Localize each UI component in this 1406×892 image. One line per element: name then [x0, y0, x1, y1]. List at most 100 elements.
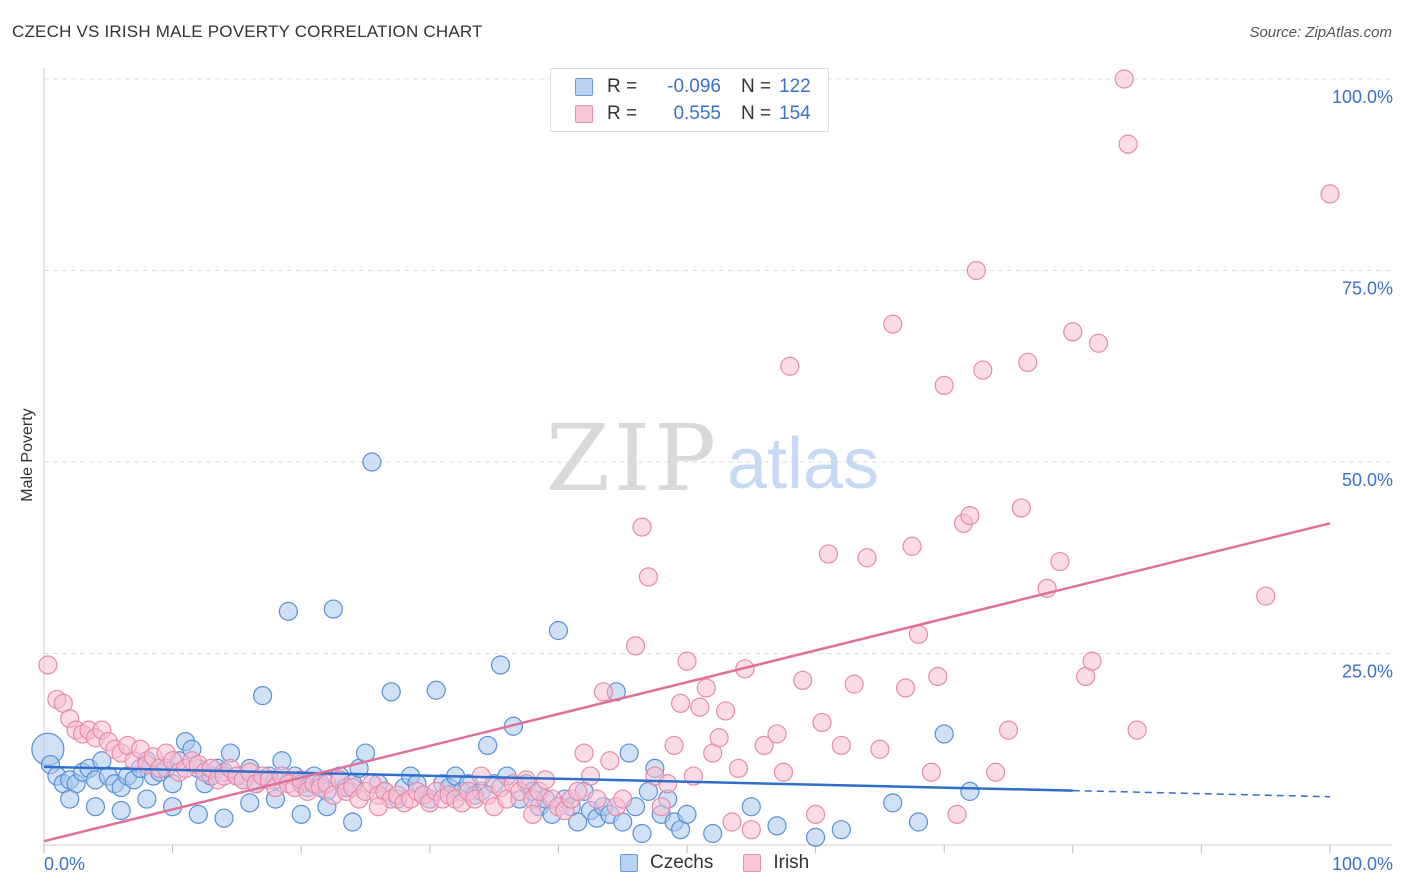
czech-point-34[interactable]: [253, 686, 273, 706]
czech-point-102[interactable]: [741, 797, 761, 817]
irish-point-121[interactable]: [883, 314, 903, 334]
irish-point-143[interactable]: [1114, 69, 1134, 89]
czech-point-101[interactable]: [703, 823, 723, 844]
irish-point-148[interactable]: [368, 797, 388, 817]
irish-point-98[interactable]: [677, 651, 697, 671]
irish-point-101[interactable]: [696, 678, 716, 698]
irish-point-86[interactable]: [593, 682, 614, 702]
irish-point-89[interactable]: [613, 789, 633, 809]
irish-point-106[interactable]: [728, 758, 749, 779]
irish-point-90[interactable]: [625, 636, 646, 656]
irish-point-117[interactable]: [831, 735, 851, 756]
irish-point-119[interactable]: [857, 548, 877, 568]
irish-point-123[interactable]: [902, 536, 922, 556]
irish-point-74[interactable]: [516, 770, 536, 790]
irish-point-94[interactable]: [651, 797, 671, 817]
irish-point-138[interactable]: [1050, 551, 1070, 572]
irish-point-147[interactable]: [1320, 184, 1340, 204]
irish-point-149[interactable]: [523, 804, 543, 824]
irish-point-84[interactable]: [580, 766, 601, 786]
irish-point-127[interactable]: [934, 375, 954, 395]
irish-point-77[interactable]: [535, 770, 556, 790]
irish-point-128[interactable]: [947, 804, 967, 824]
irish-point-139[interactable]: [1063, 322, 1083, 342]
czech-point-80[interactable]: [548, 620, 569, 641]
czech-point-83[interactable]: [568, 812, 588, 832]
irish-point-130[interactable]: [960, 506, 980, 526]
irish-point-114[interactable]: [805, 804, 826, 824]
irish-point-144[interactable]: [1118, 134, 1138, 154]
czech-point-38[interactable]: [278, 601, 298, 621]
irish-point-96[interactable]: [664, 735, 684, 756]
czech-point-119[interactable]: [291, 804, 311, 824]
irish-point-83[interactable]: [574, 743, 594, 763]
czech-point-110[interactable]: [60, 789, 80, 809]
irish-point-110[interactable]: [767, 724, 787, 744]
irish-point-133[interactable]: [986, 762, 1006, 782]
irish-point-115[interactable]: [812, 712, 832, 733]
czech-point-109[interactable]: [960, 781, 980, 801]
irish-point-109[interactable]: [754, 735, 774, 756]
czech-point-117[interactable]: [240, 793, 260, 813]
irish-point-142[interactable]: [1088, 333, 1109, 353]
irish-point-126[interactable]: [928, 666, 948, 687]
irish-point-124[interactable]: [908, 624, 929, 644]
irish-point-120[interactable]: [870, 739, 890, 759]
irish-point-146[interactable]: [1256, 586, 1276, 606]
czech-point-93[interactable]: [632, 823, 652, 844]
irish-point-113[interactable]: [793, 670, 813, 690]
irish-point-134[interactable]: [998, 720, 1019, 740]
irish-point-118[interactable]: [844, 674, 864, 694]
czech-point-51[interactable]: [362, 452, 382, 472]
czech-point-69[interactable]: [478, 735, 498, 756]
irish-point-91[interactable]: [632, 517, 652, 537]
irish-point-108[interactable]: [741, 820, 761, 840]
irish-point-100[interactable]: [690, 697, 710, 717]
irish-point-104[interactable]: [715, 701, 736, 721]
czech-point-54[interactable]: [381, 682, 401, 702]
legend-item-czechs[interactable]: Czechs: [620, 852, 713, 874]
irish-point-141[interactable]: [1082, 651, 1102, 671]
irish-point-87[interactable]: [600, 751, 620, 771]
irish-point-125[interactable]: [921, 762, 941, 782]
irish-point-92[interactable]: [638, 567, 659, 587]
irish-point-132[interactable]: [973, 360, 993, 380]
czech-point-115[interactable]: [188, 804, 208, 824]
irish-point-105[interactable]: [722, 812, 742, 832]
czech-point-104[interactable]: [805, 827, 826, 847]
czech-point-91[interactable]: [619, 743, 639, 763]
czech-point-103[interactable]: [767, 816, 787, 836]
x-tick-label-0: 0.0%: [44, 854, 85, 874]
irish-point-116[interactable]: [818, 544, 839, 564]
irish-point-0[interactable]: [38, 655, 58, 675]
irish-point-85[interactable]: [587, 789, 607, 809]
irish-point-145[interactable]: [1127, 720, 1147, 740]
series-legend: Czechs Irish: [620, 852, 839, 874]
czech-point-61[interactable]: [426, 680, 446, 700]
czech-point-105[interactable]: [831, 820, 851, 840]
czech-point-108[interactable]: [934, 724, 954, 744]
legend-item-irish[interactable]: Irish: [743, 852, 809, 874]
irish-point-111[interactable]: [773, 762, 794, 782]
irish-point-136[interactable]: [1018, 352, 1038, 373]
legend-n-value: 154: [779, 103, 811, 124]
czech-point-100[interactable]: [677, 804, 697, 824]
czech-point-116[interactable]: [214, 808, 234, 828]
czech-point-45[interactable]: [323, 599, 343, 619]
irish-point-97[interactable]: [670, 693, 691, 713]
czech-point-106[interactable]: [883, 793, 903, 813]
czech-point-112[interactable]: [111, 800, 131, 821]
czech-point-113[interactable]: [137, 789, 157, 809]
czech-point-111[interactable]: [85, 797, 106, 817]
irish-point-122[interactable]: [896, 678, 916, 698]
czech-point-71[interactable]: [490, 655, 511, 675]
irish-point-82[interactable]: [568, 781, 588, 801]
czech-point-121[interactable]: [343, 812, 363, 832]
irish-point-131[interactable]: [966, 260, 986, 281]
irish-point-112[interactable]: [780, 356, 800, 376]
chart-title: CZECH VS IRISH MALE POVERTY CORRELATION …: [12, 22, 483, 41]
irish-point-103[interactable]: [709, 728, 729, 748]
irish-point-95[interactable]: [658, 774, 678, 794]
irish-point-135[interactable]: [1011, 498, 1031, 518]
czech-point-107[interactable]: [908, 812, 929, 832]
